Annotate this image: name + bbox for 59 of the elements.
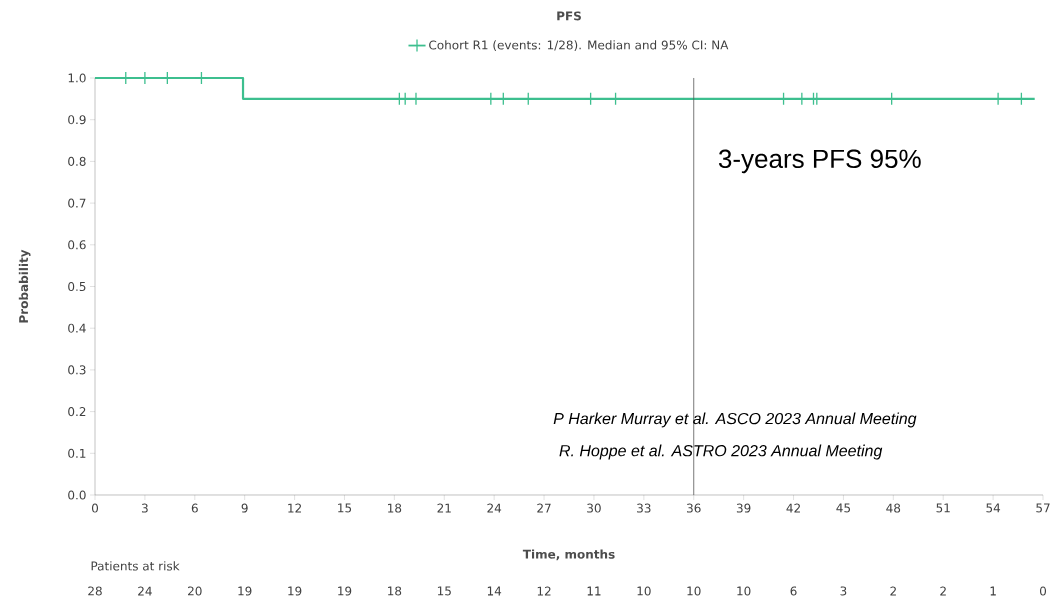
x-tick-label: 48 <box>886 503 901 513</box>
text: 2 <box>890 586 896 596</box>
y-tick-label: 1.0 <box>68 73 86 83</box>
chart-title: PFS <box>557 11 581 21</box>
text: 28 <box>88 586 102 596</box>
y-tick-label: 0.7 <box>68 198 86 208</box>
x-tick-label: 0 <box>91 503 99 513</box>
y-tick-label: 0.3 <box>68 365 86 375</box>
x-tick-label: 42 <box>786 503 800 513</box>
y-tick-label: 0.4 <box>68 323 86 333</box>
text: 0 <box>1039 586 1047 596</box>
annotation: P Harker Murray et al. ASCO 2023 Annual Meeting <box>553 412 917 428</box>
y-axis-title: Probability <box>18 249 31 323</box>
x-tick-label: 54 <box>986 503 1001 513</box>
text: 20 <box>188 586 202 596</box>
text: 18 <box>388 586 402 596</box>
y-tick-label: 0.9 <box>68 115 86 125</box>
x-tick-label: 6 <box>191 503 198 513</box>
x-tick-label: 51 <box>936 503 950 513</box>
legend-label: Cohort R1 (events: 1/28). Median and 95% CI: NA <box>429 40 729 51</box>
x-tick-label: 27 <box>537 503 551 513</box>
x-tick-label: 12 <box>288 503 302 513</box>
x-tick-label: 21 <box>437 503 451 513</box>
x-axis-title: Time, months <box>522 549 615 561</box>
text: 6 <box>790 586 797 596</box>
y-tick-label: 0.5 <box>68 281 86 292</box>
text: 14 <box>487 586 502 596</box>
x-tick-label: 3 <box>141 503 148 513</box>
x-tick-label: 15 <box>338 503 352 513</box>
annotation: R. Hoppe et al. ASTRO 2023 Annual Meeting <box>559 444 883 460</box>
text: Patients at risk <box>91 561 180 571</box>
y-tick-label: 0.6 <box>68 240 86 250</box>
text: 12 <box>537 586 551 596</box>
text: 10 <box>687 586 701 596</box>
text: 3 <box>840 586 847 596</box>
x-tick-label: 36 <box>687 503 701 513</box>
ref-line-label: 3-years PFS 95% <box>718 149 921 174</box>
text: 10 <box>637 586 651 596</box>
text: 10 <box>737 586 751 596</box>
x-tick-label: 45 <box>836 503 851 513</box>
x-tick-label: 39 <box>736 503 751 513</box>
text: 2 <box>940 586 946 596</box>
y-tick-label: 0.0 <box>68 490 86 500</box>
x-tick-label: 9 <box>241 503 248 513</box>
x-tick-label: 33 <box>637 503 651 513</box>
text: 1 <box>990 586 996 596</box>
y-tick-label: 0.8 <box>68 156 86 166</box>
text: 19 <box>288 586 302 596</box>
x-tick-label: 18 <box>388 503 402 513</box>
text: 15 <box>437 586 451 596</box>
y-tick-label: 0.2 <box>68 407 86 417</box>
y-tick-label: 0.1 <box>68 448 86 458</box>
text: 19 <box>238 586 252 596</box>
x-tick-label: 57 <box>1036 503 1050 513</box>
text: 19 <box>338 586 352 596</box>
x-tick-label: 24 <box>487 503 502 513</box>
x-tick-label: 30 <box>587 503 601 513</box>
text: 24 <box>138 586 152 596</box>
text: 11 <box>587 586 601 596</box>
